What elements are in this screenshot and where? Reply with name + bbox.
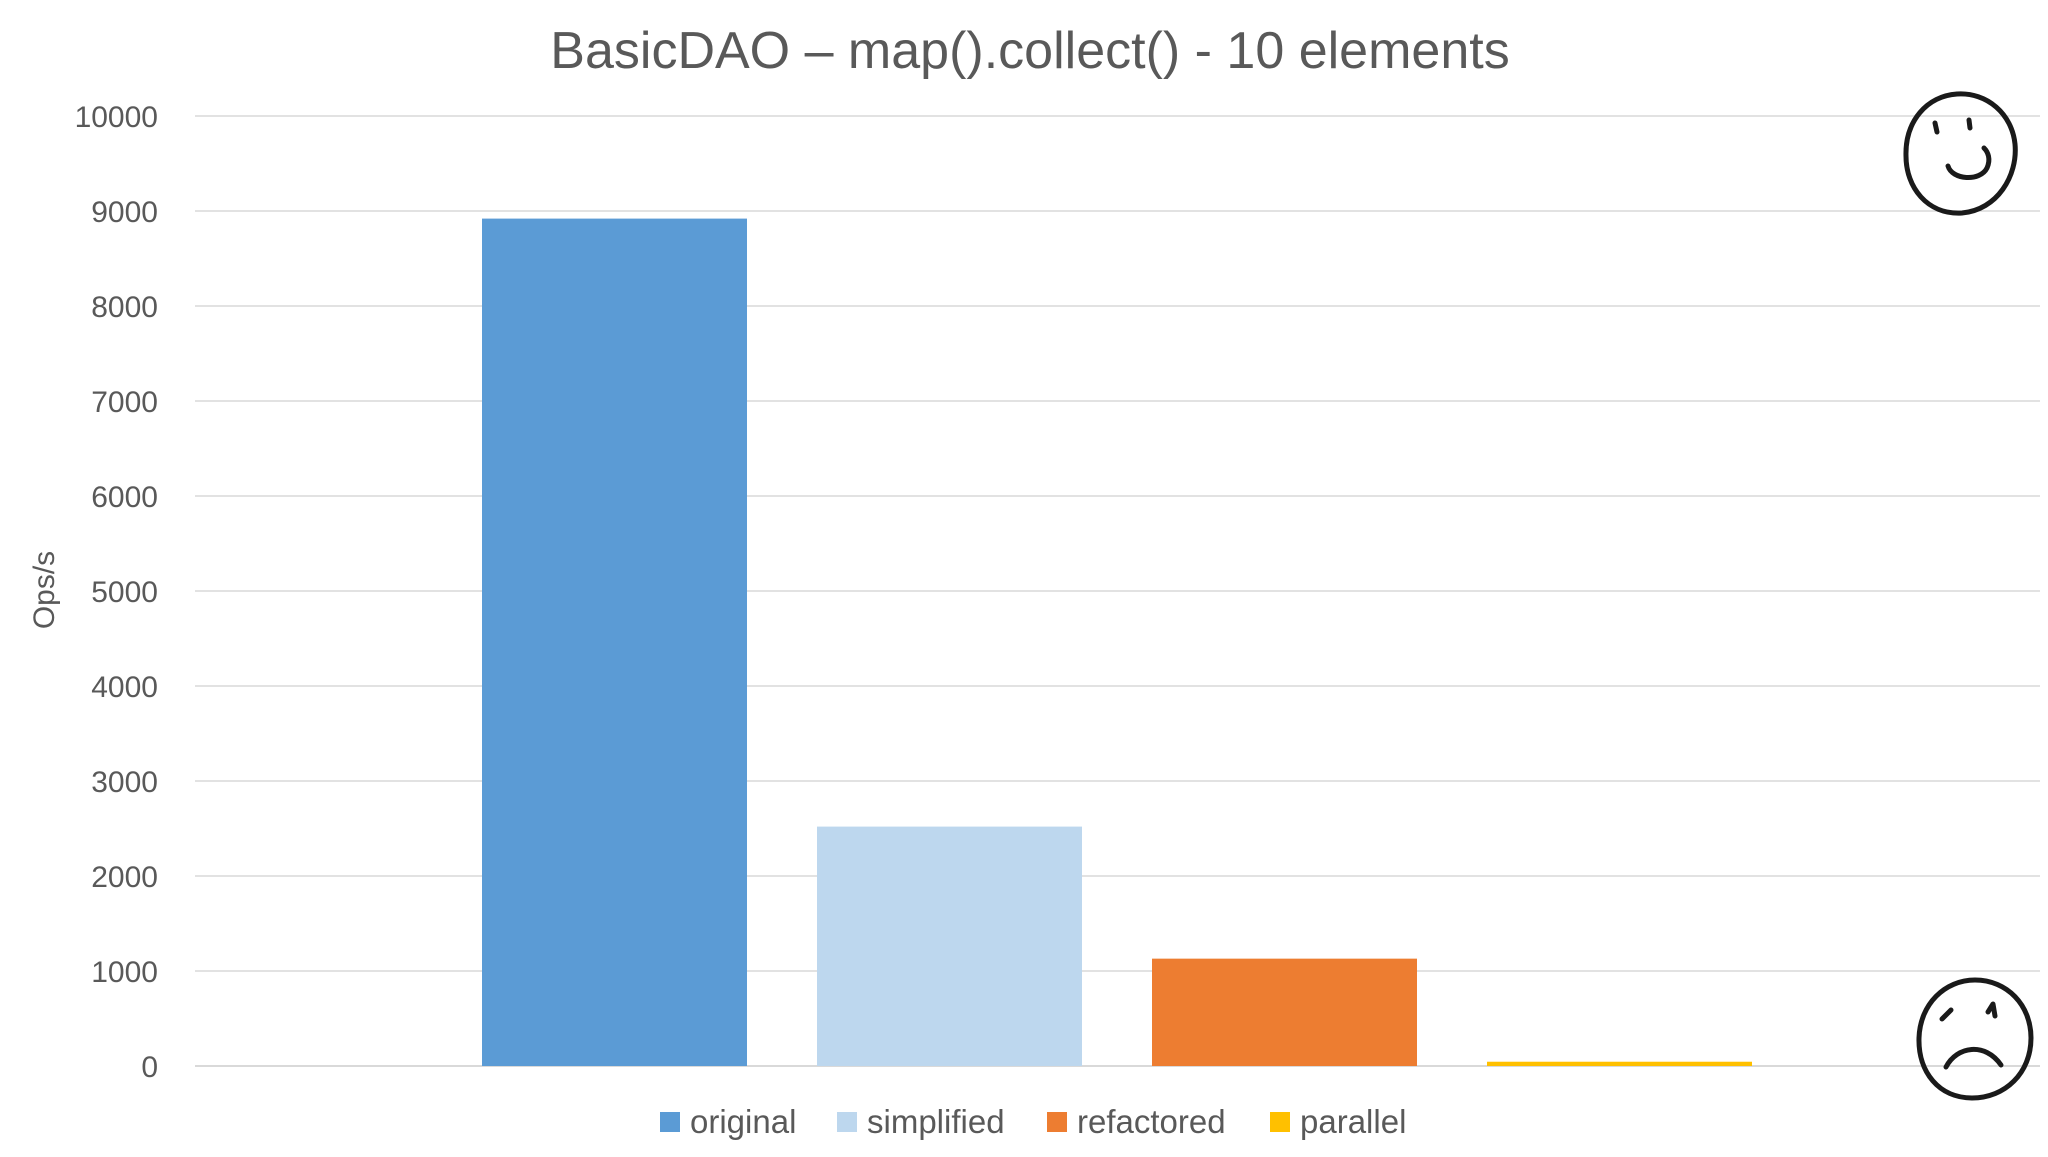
frowning-face-icon: [1916, 977, 2034, 1101]
y-axis-label: Ops/s: [28, 551, 61, 629]
y-tick-label: 9000: [91, 196, 158, 229]
bar-simplified: [817, 826, 1082, 1066]
chart-title: BasicDAO – map().collect() - 10 elements: [550, 22, 1509, 80]
y-tick-label: 2000: [91, 861, 158, 894]
legend-label: original: [690, 1103, 796, 1140]
smiley-face-icon: [1903, 91, 2018, 216]
legend-item-original: original: [660, 1103, 796, 1140]
y-tick-label: 8000: [91, 291, 158, 324]
legend-label: simplified: [867, 1103, 1005, 1140]
legend-swatch: [660, 1112, 680, 1132]
legend-label: refactored: [1077, 1103, 1226, 1140]
y-tick-label: 6000: [91, 481, 158, 514]
legend: original simplified refactored parallel: [660, 1103, 1406, 1140]
y-tick-label: 3000: [91, 766, 158, 799]
y-tick-label: 10000: [75, 101, 158, 134]
legend-item-parallel: parallel: [1270, 1103, 1406, 1140]
y-tick-label: 4000: [91, 671, 158, 704]
bars: [482, 218, 1752, 1067]
y-tick-label: 5000: [91, 576, 158, 609]
legend-label: parallel: [1300, 1103, 1406, 1140]
gridlines: [195, 115, 2040, 1067]
legend-item-refactored: refactored: [1047, 1103, 1226, 1140]
y-tick-label: 7000: [91, 386, 158, 419]
legend-item-simplified: simplified: [837, 1103, 1005, 1140]
legend-swatch: [1047, 1112, 1067, 1132]
y-axis-ticks: 0 1000 2000 3000 4000 5000 6000 7000 8000 9000 100…: [75, 101, 158, 1084]
legend-swatch: [1270, 1112, 1290, 1132]
y-tick-label: 0: [141, 1051, 158, 1084]
bar-parallel: [1487, 1061, 1752, 1066]
legend-swatch: [837, 1112, 857, 1132]
bar-original: [482, 218, 747, 1067]
y-tick-label: 1000: [91, 956, 158, 989]
bar-refactored: [1152, 958, 1417, 1066]
